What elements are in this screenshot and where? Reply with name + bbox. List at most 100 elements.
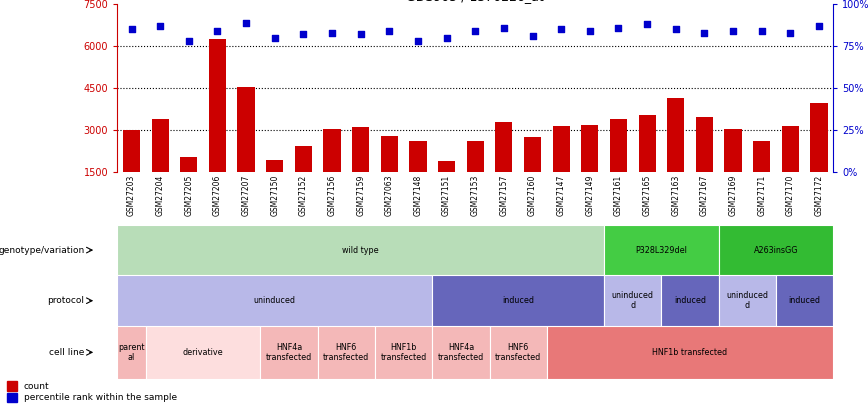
- Point: [296, 31, 311, 38]
- Text: protocol: protocol: [48, 296, 84, 305]
- Text: uninduced
d: uninduced d: [727, 291, 768, 310]
- Bar: [467, 141, 483, 214]
- Point: [125, 26, 139, 32]
- Text: wild type: wild type: [342, 245, 379, 255]
- Bar: [352, 127, 369, 214]
- Text: induced: induced: [674, 296, 706, 305]
- Text: parent
al: parent al: [118, 343, 145, 362]
- Text: GSM27204: GSM27204: [155, 175, 165, 216]
- Text: HNF1b
transfected: HNF1b transfected: [380, 343, 427, 362]
- Text: count: count: [24, 382, 49, 390]
- Text: GSM27153: GSM27153: [470, 175, 480, 216]
- Bar: [123, 130, 140, 214]
- Point: [555, 26, 569, 32]
- Text: GSM27148: GSM27148: [413, 175, 423, 216]
- Point: [210, 28, 224, 34]
- Text: GSM27169: GSM27169: [728, 175, 738, 216]
- Bar: [117, 326, 146, 379]
- Point: [611, 24, 625, 31]
- Bar: [381, 136, 398, 214]
- Text: induced: induced: [503, 296, 534, 305]
- Bar: [146, 326, 260, 379]
- Text: GSM27203: GSM27203: [127, 175, 136, 216]
- Point: [496, 24, 510, 31]
- Bar: [639, 115, 655, 214]
- Bar: [375, 326, 432, 379]
- Text: P328L329del: P328L329del: [635, 245, 687, 255]
- Bar: [661, 275, 719, 326]
- Bar: [238, 87, 254, 214]
- Bar: [7, 382, 17, 390]
- Text: GSM27151: GSM27151: [442, 175, 451, 216]
- Bar: [324, 129, 340, 214]
- Point: [755, 28, 769, 34]
- Bar: [209, 39, 226, 214]
- Bar: [318, 326, 375, 379]
- Point: [812, 23, 825, 29]
- Bar: [604, 225, 719, 275]
- Bar: [432, 326, 490, 379]
- Bar: [410, 141, 426, 214]
- Bar: [719, 275, 776, 326]
- Text: GSM27167: GSM27167: [700, 175, 709, 216]
- Text: GSM27147: GSM27147: [556, 175, 566, 216]
- Point: [641, 21, 654, 28]
- Bar: [181, 157, 197, 214]
- Bar: [266, 160, 283, 214]
- Bar: [753, 141, 770, 214]
- Text: cell line: cell line: [49, 348, 84, 357]
- Text: A263insGG: A263insGG: [753, 245, 799, 255]
- Text: HNF4a
transfected: HNF4a transfected: [266, 343, 312, 362]
- Point: [154, 23, 168, 29]
- Text: GSM27207: GSM27207: [241, 175, 251, 216]
- Bar: [553, 126, 569, 214]
- Text: GSM27161: GSM27161: [614, 175, 623, 216]
- Text: GSM27063: GSM27063: [385, 175, 394, 216]
- Point: [784, 30, 798, 36]
- Text: HNF6
transfected: HNF6 transfected: [495, 343, 542, 362]
- Bar: [782, 126, 799, 214]
- Text: GSM27163: GSM27163: [671, 175, 681, 216]
- Text: GSM27172: GSM27172: [814, 175, 824, 216]
- Bar: [725, 129, 741, 214]
- Point: [583, 28, 597, 34]
- Text: percentile rank within the sample: percentile rank within the sample: [24, 393, 177, 403]
- Point: [669, 26, 683, 32]
- Point: [411, 38, 425, 44]
- Text: HNF1b transfected: HNF1b transfected: [653, 348, 727, 357]
- Text: uninduced: uninduced: [253, 296, 296, 305]
- Text: GSM27205: GSM27205: [184, 175, 194, 216]
- Text: GSM27150: GSM27150: [270, 175, 279, 216]
- Text: GSM27171: GSM27171: [757, 175, 766, 216]
- Bar: [582, 124, 598, 214]
- Text: genotype/variation: genotype/variation: [0, 245, 84, 255]
- Text: induced: induced: [789, 296, 820, 305]
- Point: [726, 28, 740, 34]
- Point: [698, 30, 712, 36]
- Point: [469, 28, 483, 34]
- Point: [526, 33, 540, 39]
- Text: GSM27206: GSM27206: [213, 175, 222, 216]
- Point: [440, 34, 454, 41]
- Bar: [667, 98, 684, 214]
- Text: GSM27159: GSM27159: [356, 175, 365, 216]
- Bar: [547, 326, 833, 379]
- Text: GSM27152: GSM27152: [299, 175, 308, 216]
- Bar: [604, 275, 661, 326]
- Title: GDS905 / 1370226_at: GDS905 / 1370226_at: [406, 0, 544, 3]
- Bar: [438, 161, 455, 214]
- Text: GSM27157: GSM27157: [499, 175, 509, 216]
- Bar: [696, 117, 713, 214]
- Bar: [610, 119, 627, 214]
- Bar: [496, 122, 512, 214]
- Bar: [490, 326, 547, 379]
- Bar: [776, 275, 833, 326]
- Bar: [295, 146, 312, 214]
- Point: [354, 31, 368, 38]
- Bar: [432, 275, 604, 326]
- Text: GSM27156: GSM27156: [327, 175, 337, 216]
- Bar: [117, 225, 604, 275]
- Text: uninduced
d: uninduced d: [612, 291, 654, 310]
- Bar: [524, 137, 541, 214]
- Text: GSM27149: GSM27149: [585, 175, 595, 216]
